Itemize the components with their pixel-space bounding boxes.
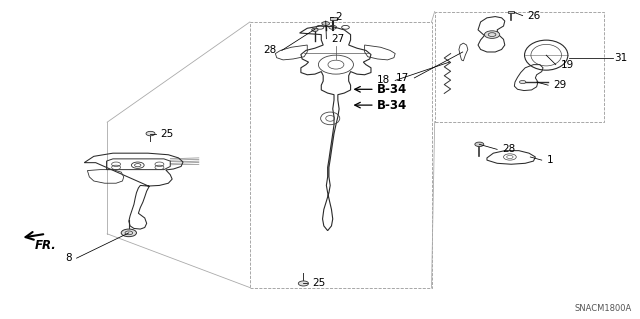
Text: 1: 1 [547, 155, 554, 165]
Text: 8: 8 [65, 253, 72, 263]
Text: 18: 18 [377, 76, 390, 85]
Text: 17: 17 [396, 73, 409, 83]
Text: 19: 19 [561, 60, 574, 70]
Bar [508, 11, 515, 13]
Circle shape [475, 142, 484, 146]
Text: B-34: B-34 [378, 99, 408, 112]
Text: 28: 28 [264, 45, 276, 56]
Text: SNACM1800A: SNACM1800A [575, 304, 632, 313]
Text: B-34: B-34 [378, 83, 408, 96]
Bar [435, 11, 604, 122]
Text: 25: 25 [161, 129, 174, 138]
Text: 25: 25 [312, 278, 326, 288]
Text: 29: 29 [553, 80, 566, 90]
Bar [330, 17, 337, 20]
Text: FR.: FR. [35, 239, 56, 252]
Text: 2: 2 [335, 12, 342, 22]
Circle shape [484, 31, 500, 38]
Circle shape [298, 281, 308, 286]
Circle shape [312, 28, 318, 32]
Bar [250, 22, 431, 287]
Circle shape [146, 131, 155, 136]
Text: 28: 28 [502, 145, 515, 154]
Text: 27: 27 [332, 34, 345, 44]
Text: 26: 26 [528, 11, 541, 21]
Circle shape [520, 80, 526, 84]
Circle shape [121, 229, 136, 237]
Circle shape [322, 22, 330, 26]
Text: 31: 31 [614, 53, 628, 63]
